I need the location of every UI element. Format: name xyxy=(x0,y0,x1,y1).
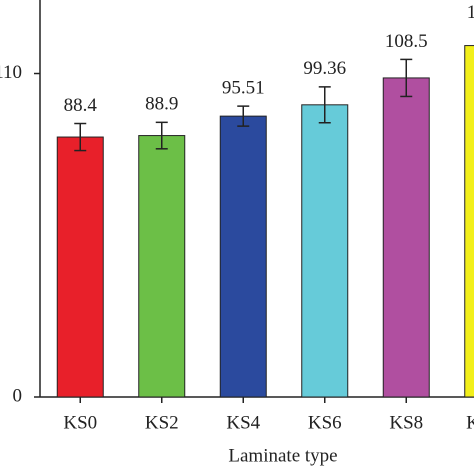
y-tick-label: 110 xyxy=(0,62,22,83)
x-tick-label: KS6 xyxy=(308,412,342,433)
bar xyxy=(382,77,430,398)
bar xyxy=(464,45,474,398)
bar xyxy=(56,136,104,398)
x-tick-label: KS8 xyxy=(389,412,423,433)
x-tick-label: KS4 xyxy=(226,412,260,433)
x-tick-label: KS2 xyxy=(145,412,179,433)
bar xyxy=(219,115,267,398)
x-tick-label: KS0 xyxy=(63,412,97,433)
bar xyxy=(138,135,186,398)
value-label: 119.5 xyxy=(467,2,474,23)
value-label: 88.9 xyxy=(145,94,178,115)
value-label: 108.5 xyxy=(385,31,428,52)
value-label: 99.36 xyxy=(303,58,346,79)
y-tick-label: 0 xyxy=(13,385,23,406)
x-tick-label: KS10 xyxy=(466,412,474,433)
value-label: 88.4 xyxy=(64,95,98,116)
x-axis-label: Laminate type xyxy=(228,445,337,466)
value-label: 95.51 xyxy=(222,77,265,98)
bar xyxy=(301,104,349,398)
